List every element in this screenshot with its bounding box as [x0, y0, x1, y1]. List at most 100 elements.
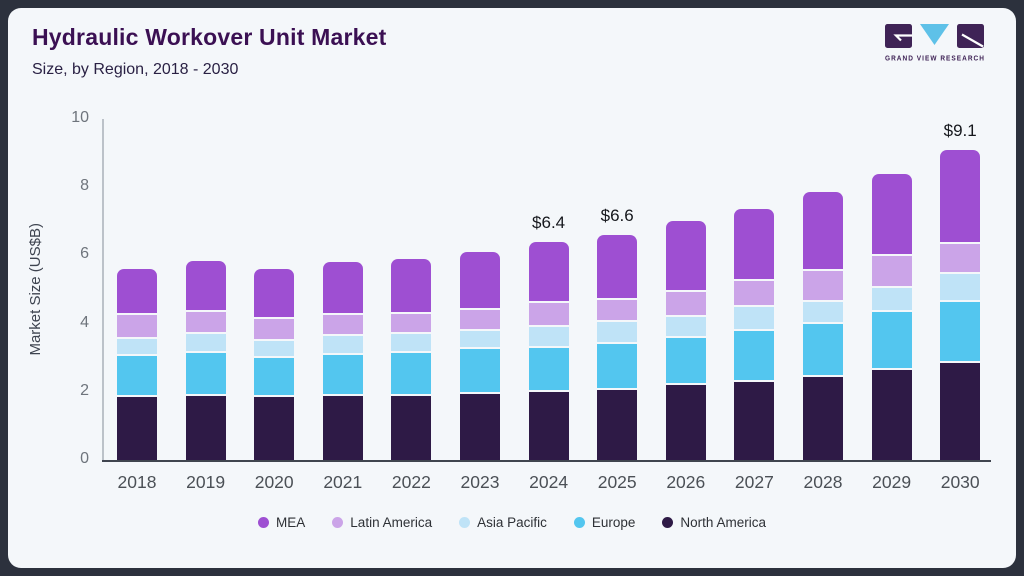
- bar-segment-north-america-2022[interactable]: [391, 395, 432, 460]
- bar-segment-europe-2022[interactable]: [391, 352, 432, 394]
- bar-segment-north-america-2025[interactable]: [597, 390, 638, 460]
- x-tick-label-2029: 2029: [872, 472, 912, 492]
- bar-segment-mea-2023[interactable]: [460, 252, 500, 309]
- legend-item-mea[interactable]: MEA: [258, 515, 305, 530]
- x-tick-label-2025: 2025: [597, 472, 637, 492]
- bar-segment-latin-america-2018[interactable]: [117, 315, 157, 338]
- y-axis-title: Market Size (US$B): [26, 223, 44, 356]
- plot-area: 0 2 4 6 8 10 2018 2019 2020 2021 2022 2023 2024 $6.4 2…: [71, 109, 991, 492]
- y-tick-label: 8: [80, 177, 89, 195]
- bar-segment-latin-america-2020[interactable]: [254, 318, 295, 339]
- gvr-logo-text: GRAND VIEW RESEARCH: [885, 56, 985, 63]
- data-label-2030: $9.1: [943, 120, 977, 140]
- bar-segment-asia-pacific-2021[interactable]: [322, 335, 363, 353]
- x-tick-label-2022: 2022: [391, 472, 431, 492]
- bar-segment-north-america-2020[interactable]: [254, 397, 295, 460]
- bar-segment-latin-america-2025[interactable]: [597, 300, 638, 321]
- legend-label: Europe: [591, 515, 636, 530]
- bar-segment-europe-2021[interactable]: [322, 354, 363, 394]
- bar-segment-europe-2028[interactable]: [803, 323, 843, 375]
- bar-segment-latin-america-2026[interactable]: [665, 291, 706, 316]
- legend-label: Asia Pacific: [477, 515, 547, 530]
- bar-segment-latin-america-2027[interactable]: [734, 281, 775, 305]
- bar-segment-asia-pacific-2028[interactable]: [803, 301, 843, 322]
- page-subtitle: Size, by Region, 2018 - 2030: [32, 61, 239, 78]
- data-label-2025: $6.6: [600, 205, 634, 225]
- chart-legend: MEA Latin America Asia Pacific Europe North …: [8, 515, 1016, 530]
- bar-segment-mea-2018[interactable]: [117, 269, 157, 314]
- bar-segment-asia-pacific-2020[interactable]: [254, 340, 295, 356]
- legend-item-asia-pacific[interactable]: Asia Pacific: [459, 515, 547, 530]
- y-tick-label: 0: [80, 450, 89, 467]
- bar-segment-north-america-2026[interactable]: [665, 385, 706, 460]
- legend-swatch-icon: [662, 517, 674, 528]
- bar-segment-mea-2027[interactable]: [734, 209, 775, 280]
- bar-segment-mea-2020[interactable]: [254, 269, 295, 317]
- bar-segment-mea-2024[interactable]: [528, 241, 569, 302]
- bar-segment-mea-2022[interactable]: [391, 258, 432, 312]
- bar-segment-latin-america-2030[interactable]: [940, 243, 981, 273]
- bar-segment-north-america-2028[interactable]: [803, 376, 843, 460]
- bar-segment-europe-2024[interactable]: [528, 347, 569, 391]
- bar-segment-mea-2029[interactable]: [871, 173, 912, 254]
- bar-segment-mea-2030[interactable]: [940, 149, 981, 242]
- bar-segment-europe-2018[interactable]: [117, 356, 157, 396]
- x-tick-label-2018: 2018: [117, 472, 157, 492]
- bar-segment-mea-2028[interactable]: [803, 192, 843, 270]
- x-tick-label-2019: 2019: [186, 472, 226, 492]
- bar-segment-europe-2020[interactable]: [254, 358, 295, 396]
- data-label-2024: $6.4: [532, 212, 566, 232]
- bar-segment-mea-2025[interactable]: [597, 234, 638, 299]
- legend-label: MEA: [276, 515, 306, 530]
- legend-item-north-america[interactable]: North America: [662, 515, 766, 530]
- legend-item-europe[interactable]: Europe: [573, 515, 636, 530]
- bar-segment-asia-pacific-2022[interactable]: [391, 334, 432, 351]
- bar-segment-mea-2026[interactable]: [665, 221, 706, 290]
- bar-segment-north-america-2021[interactable]: [322, 395, 363, 460]
- bar-segment-europe-2026[interactable]: [665, 337, 706, 384]
- bar-segment-europe-2027[interactable]: [734, 330, 775, 380]
- bar-segment-asia-pacific-2025[interactable]: [597, 322, 638, 343]
- bar-segment-asia-pacific-2030[interactable]: [940, 274, 981, 300]
- bar-segment-mea-2019[interactable]: [185, 260, 226, 310]
- gvr-logo: GRAND VIEW RESEARCH: [885, 24, 985, 63]
- legend-swatch-icon: [459, 517, 471, 528]
- legend-item-latin-america[interactable]: Latin America: [332, 515, 432, 530]
- bar-segment-asia-pacific-2027[interactable]: [734, 306, 775, 329]
- bar-segment-north-america-2029[interactable]: [871, 369, 912, 460]
- bar-segment-europe-2023[interactable]: [460, 349, 500, 392]
- x-tick-label-2023: 2023: [460, 472, 500, 492]
- bar-segment-latin-america-2022[interactable]: [391, 313, 432, 333]
- bar-segment-north-america-2030[interactable]: [940, 363, 981, 460]
- bar-segment-asia-pacific-2026[interactable]: [665, 317, 706, 336]
- bar-segment-latin-america-2019[interactable]: [185, 311, 226, 333]
- legend-label: North America: [680, 515, 766, 530]
- x-tick-label-2030: 2030: [940, 472, 980, 492]
- bar-segment-latin-america-2024[interactable]: [528, 303, 569, 326]
- bar-segment-europe-2030[interactable]: [940, 301, 981, 362]
- page-title: Hydraulic Workover Unit Market: [32, 24, 387, 50]
- x-tick-label-2027: 2027: [734, 472, 774, 492]
- bar-segment-europe-2029[interactable]: [871, 311, 912, 368]
- bar-segment-north-america-2019[interactable]: [185, 395, 226, 460]
- bar-segment-asia-pacific-2024[interactable]: [528, 327, 569, 346]
- x-tick-label-2028: 2028: [803, 472, 843, 492]
- bar-segment-asia-pacific-2019[interactable]: [185, 334, 226, 351]
- bar-segment-latin-america-2023[interactable]: [460, 310, 500, 329]
- x-tick-label-2024: 2024: [529, 472, 569, 492]
- bar-segment-latin-america-2028[interactable]: [803, 271, 843, 300]
- bar-segment-latin-america-2021[interactable]: [322, 315, 363, 334]
- bar-segment-north-america-2023[interactable]: [460, 393, 500, 460]
- bar-segment-north-america-2018[interactable]: [117, 397, 157, 460]
- bar-segment-europe-2019[interactable]: [185, 352, 226, 394]
- y-axis-title-wrap: Market Size (US$B): [24, 119, 46, 460]
- bar-segment-asia-pacific-2029[interactable]: [871, 288, 912, 310]
- bar-segment-north-america-2024[interactable]: [528, 392, 569, 460]
- bar-segment-asia-pacific-2023[interactable]: [460, 330, 500, 348]
- bar-segment-latin-america-2029[interactable]: [871, 255, 912, 287]
- bar-segment-asia-pacific-2018[interactable]: [117, 339, 157, 355]
- y-tick-label: 2: [80, 381, 89, 399]
- bar-segment-mea-2021[interactable]: [322, 262, 363, 314]
- bar-segment-north-america-2027[interactable]: [734, 381, 775, 460]
- bar-segment-europe-2025[interactable]: [597, 344, 638, 389]
